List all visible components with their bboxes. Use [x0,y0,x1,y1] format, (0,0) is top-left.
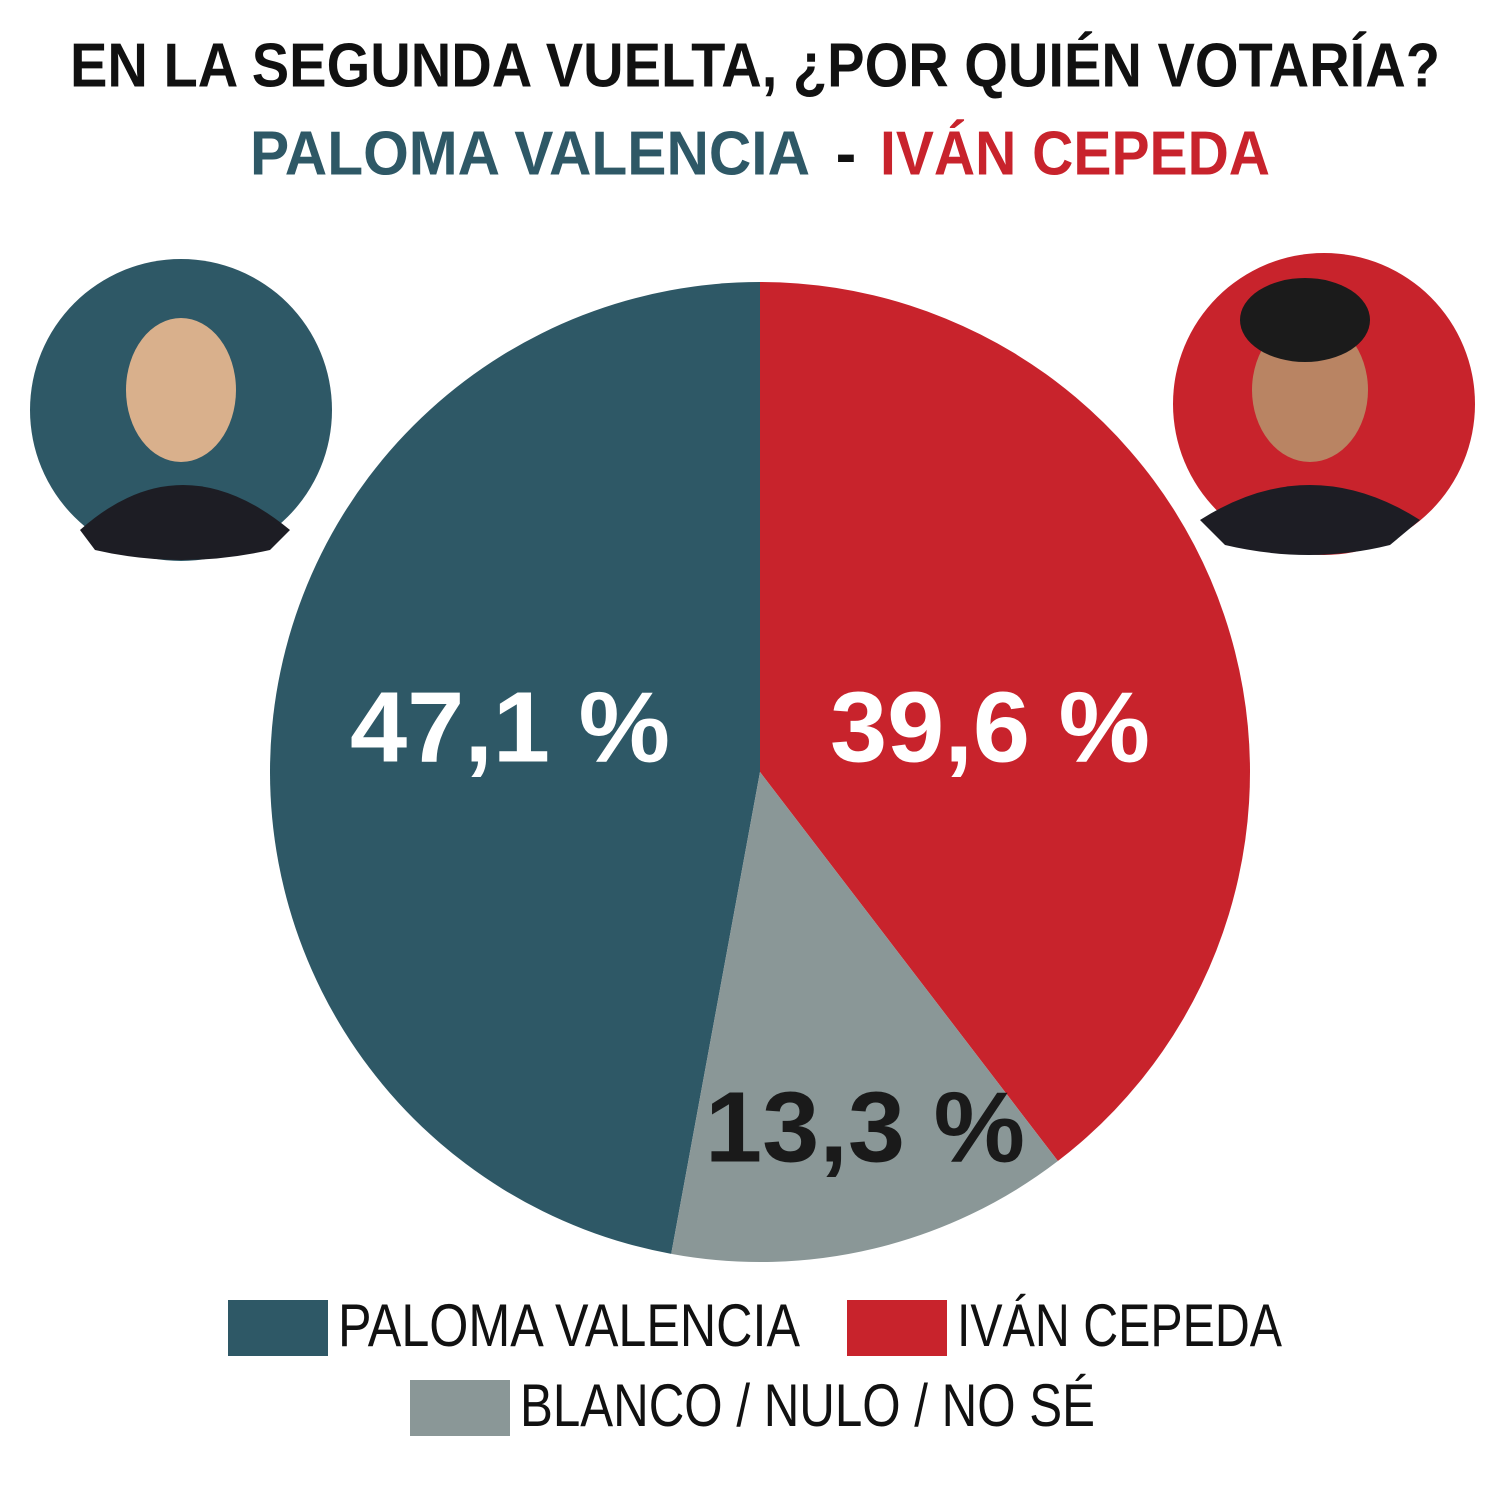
value-labels: 47,1 % 39,6 % 13,3 % [350,671,1150,1183]
pie [270,282,1250,1262]
legend: PALOMA VALENCIA IVÁN CEPEDA BLANCO / NULO … [228,1292,1282,1439]
pie-slice [760,282,1250,1162]
subtitle-right: IVÁN CEPEDA [880,119,1270,188]
portrait-body [1200,485,1420,555]
legend-label: PALOMA VALENCIA [338,1292,800,1359]
portrait-body [80,485,290,560]
portrait-left [30,259,332,561]
portrait-face [126,318,236,462]
portrait-right [1173,253,1475,555]
pie-slice [671,772,1058,1262]
legend-label: BLANCO / NULO / NO SÉ [520,1372,1095,1439]
subtitle-left: PALOMA VALENCIA [250,119,810,188]
value-label: 39,6 % [830,671,1150,783]
chart-title: EN LA SEGUNDA VUELTA, ¿POR QUIÉN VOTARÍA… [70,31,1440,100]
subtitle-separator: - [836,119,857,188]
legend-swatch [228,1300,328,1356]
value-label: 47,1 % [350,671,670,783]
portrait-hair [1240,278,1370,362]
value-label: 13,3 % [705,1071,1025,1183]
legend-label: IVÁN CEPEDA [957,1292,1282,1359]
pie-slice [270,282,760,1254]
legend-swatch [410,1380,510,1436]
legend-swatch [847,1300,947,1356]
